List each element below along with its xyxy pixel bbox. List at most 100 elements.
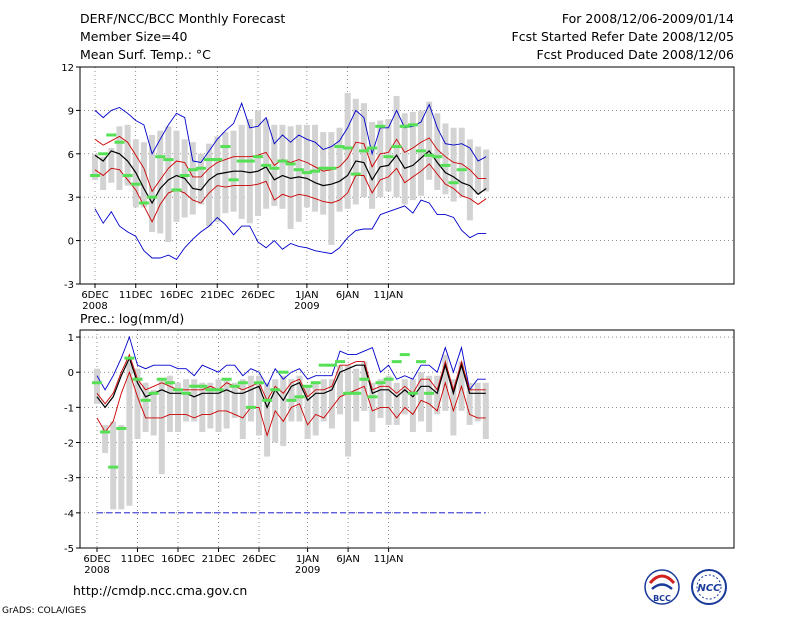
spread-bar (140, 142, 147, 208)
spread-bar (295, 124, 302, 222)
spread-bar (116, 126, 123, 190)
year-label: 2008 (84, 565, 109, 576)
spread-bar (434, 375, 441, 415)
plot-frame (79, 66, 735, 285)
plot-frame (79, 329, 735, 549)
observed-marker (367, 146, 378, 150)
spread-bar (352, 98, 359, 205)
spread-bar (206, 143, 213, 227)
observed-marker (278, 370, 289, 374)
observed-marker (237, 381, 248, 385)
spread-bar (466, 139, 473, 221)
observed-marker (277, 159, 288, 163)
x-tick-label: 6JAN (336, 554, 359, 565)
spread-bar (475, 146, 482, 195)
spread-bar (353, 368, 360, 422)
spread-bar (110, 421, 117, 510)
observed-marker (302, 384, 313, 388)
observed-marker (205, 388, 216, 392)
spread-bar (134, 368, 141, 439)
spread-bar (255, 110, 261, 217)
y-tick-label: -3 (64, 280, 74, 291)
observed-marker (181, 391, 192, 395)
observed-marker (261, 163, 272, 167)
observed-marker (343, 391, 354, 395)
spread-bar (238, 124, 245, 219)
max-line (94, 101, 487, 163)
spread-bar (166, 375, 173, 432)
spread-bar (434, 113, 441, 190)
spread-bar (231, 382, 238, 418)
observed-marker (270, 388, 281, 392)
spread-bar (337, 365, 343, 415)
observed-marker (245, 405, 256, 409)
spread-bar (191, 379, 198, 422)
spread-bar (264, 382, 271, 457)
observed-marker (171, 188, 182, 192)
x-tick-label: 6DEC (83, 554, 110, 565)
observed-marker (130, 182, 141, 186)
observed-marker (318, 363, 329, 367)
spread-bar (312, 382, 319, 436)
observed-marker (228, 178, 239, 182)
mean-plus-line (96, 353, 486, 405)
year-label: 2009 (295, 565, 320, 576)
spread-bar (409, 111, 416, 201)
ncc-logo-icon: NCC (691, 569, 727, 605)
observed-marker (204, 158, 215, 162)
observed-marker (456, 168, 467, 172)
spread-bar (304, 386, 311, 439)
y-tick-label: -4 (64, 509, 74, 520)
observed-marker (163, 158, 174, 162)
spread-bar (247, 375, 254, 422)
x-tick-label: 6DEC (81, 290, 108, 301)
spread-bar (336, 127, 343, 212)
forecast-produced-label: Fcst Produced Date 2008/12/06 (536, 47, 734, 62)
spread-bar (279, 124, 286, 209)
spread-bar (409, 379, 416, 432)
bcc-logo-icon: BCC (644, 569, 680, 605)
year-label: 2008 (82, 301, 107, 312)
observed-marker (221, 377, 232, 381)
spread-bar (280, 375, 287, 447)
observed-marker (229, 384, 240, 388)
spread-bar (450, 127, 457, 202)
spread-bar (458, 127, 465, 198)
spread-bar (401, 379, 408, 415)
observed-marker (335, 360, 345, 364)
y-tick-label: 12 (61, 63, 74, 74)
spread-bar (466, 382, 473, 425)
mean-line (96, 356, 486, 409)
observed-marker (416, 360, 426, 364)
spread-bar (165, 126, 172, 243)
observed-marker (326, 363, 337, 367)
spread-bar (246, 119, 253, 224)
observed-marker (383, 155, 394, 159)
observed-marker (416, 149, 426, 153)
spread-bar (296, 375, 303, 422)
spread-bar (183, 379, 190, 422)
x-tick-label: 1JAN (296, 554, 319, 565)
source-url: http://cmdp.ncc.cma.gov.cn (73, 583, 247, 598)
observed-marker (90, 174, 100, 177)
grads-credit: GrADS: COLA/IGES (2, 606, 86, 616)
observed-marker (114, 140, 125, 144)
observed-marker (350, 172, 361, 176)
observed-marker (407, 391, 418, 395)
observed-marker (244, 159, 255, 163)
spread-bar (239, 379, 246, 439)
x-tick-label: 11JAN (374, 554, 404, 565)
spread-bar (157, 130, 164, 234)
observed-marker (326, 166, 337, 170)
temp-variable-label: Mean Surf. Temp.: °C (80, 47, 211, 62)
spread-bar (377, 120, 384, 198)
observed-marker (92, 381, 102, 385)
figure-title: DERF/NCC/BCC Monthly Forecast (80, 11, 285, 26)
observed-marker (254, 381, 264, 385)
observed-marker (187, 168, 198, 172)
max-line (96, 335, 486, 391)
spread-bar (393, 382, 400, 425)
y-tick-label: 0 (68, 237, 74, 248)
spread-bar (328, 379, 335, 429)
observed-marker (195, 166, 206, 170)
